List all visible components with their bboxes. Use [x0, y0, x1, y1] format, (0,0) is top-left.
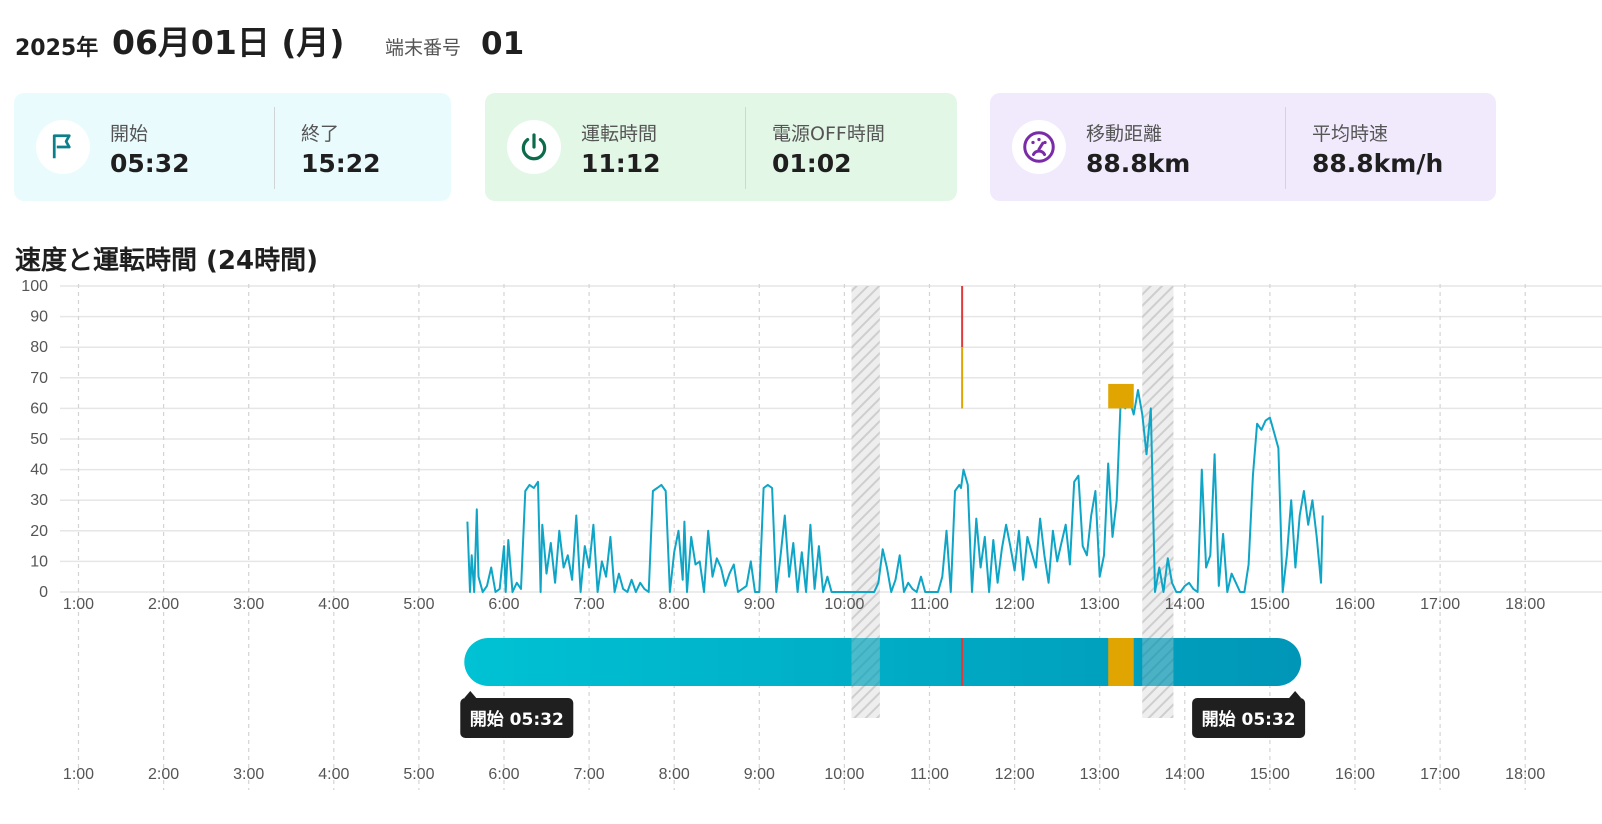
x-tick-label: 1:00 [63, 766, 94, 783]
x-tick-label: 7:00 [574, 596, 605, 613]
x-tick-label: 16:00 [1335, 766, 1375, 783]
timeline-bar [464, 638, 1302, 686]
card-divider [1285, 107, 1286, 189]
power-off-time-value: 01:02 [772, 149, 852, 178]
distance-value: 88.8km [1086, 149, 1191, 178]
start-end-card: 開始 05:32 終了 15:22 [14, 93, 451, 201]
badge-box [460, 698, 574, 738]
badge-label: 開始 05:32 [470, 709, 564, 730]
x-tick-label: 6:00 [488, 596, 519, 613]
badge-pointer [1289, 691, 1302, 698]
timeline-power-off [851, 638, 880, 686]
x-tick-label: 9:00 [744, 596, 775, 613]
start-label: 開始 [110, 123, 149, 145]
power-off-time-label: 電源OFF時間 [772, 123, 885, 145]
drive-timeline: 開始 05:32 開始 05:32 [460, 638, 1306, 738]
x-tick-label: 4:00 [318, 596, 349, 613]
y-grid [60, 285, 1602, 593]
drive-time-value: 11:12 [581, 149, 661, 178]
end-label: 終了 [301, 123, 340, 145]
x-tick-label: 12:00 [995, 596, 1035, 613]
x-tick-label: 8:00 [659, 766, 690, 783]
timeline-power-off [1142, 638, 1174, 686]
power-icon [507, 120, 561, 174]
speed-line [466, 389, 1324, 593]
speed-series [466, 286, 1324, 593]
y-tick-label: 50 [30, 431, 48, 448]
x-tick-label: 5:00 [403, 596, 434, 613]
x-tick-label: 12:00 [995, 766, 1035, 783]
y-tick-label: 20 [30, 523, 48, 540]
avg-speed-label: 平均時速 [1312, 123, 1389, 145]
y-tick-label: 60 [30, 400, 48, 417]
x-grid [77, 284, 1526, 790]
start-value: 05:32 [110, 149, 190, 178]
x-tick-label: 14:00 [1165, 766, 1205, 783]
x-axis-labels: 1:00 2:00 3:00 4:00 5:00 6:00 7:00 8:00 9:00 10:0… [63, 596, 1545, 613]
x-tick-label: 14:00 [1165, 596, 1205, 613]
x-tick-label: 8:00 [659, 596, 690, 613]
y-tick-label: 10 [30, 553, 48, 570]
speedometer-icon [1012, 120, 1066, 174]
card-divider [274, 107, 275, 189]
distance-card: 移動距離 88.8km 平均時速 88.8km/h [990, 93, 1496, 201]
x-tick-label: 6:00 [488, 766, 519, 783]
timeline-start-badge: 開始 05:32 [460, 691, 574, 738]
distance-label: 移動距離 [1086, 123, 1163, 145]
flag-icon [36, 120, 90, 174]
x-tick-label: 18:00 [1505, 766, 1545, 783]
timeline-end-badge: 開始 05:32 [1192, 691, 1306, 738]
speed-chart: 0 10 20 30 40 50 60 70 80 90 100 1:00 2:00 3:00 4:00 5… [21, 278, 1602, 790]
x-tick-label: 10:00 [824, 596, 864, 613]
x-tick-label: 9:00 [744, 766, 775, 783]
badge-box [1192, 698, 1306, 738]
x-tick-label: 1:00 [63, 596, 94, 613]
y-tick-label: 70 [30, 370, 48, 387]
x-tick-label: 15:00 [1250, 766, 1290, 783]
x-tick-label: 10:00 [824, 766, 864, 783]
x-tick-label: 3:00 [233, 596, 264, 613]
over-speed-warning-mark [1108, 383, 1134, 409]
device-number-value: 01 [481, 26, 525, 62]
y-tick-label: 30 [30, 492, 48, 509]
x-tick-label: 17:00 [1420, 766, 1460, 783]
x-tick-label: 2:00 [148, 766, 179, 783]
device-number-label: 端末番号 [385, 37, 462, 59]
chart-section-title: 速度と運転時間 (24時間) [15, 246, 318, 276]
x-tick-label: 4:00 [318, 766, 349, 783]
timeline-warning-segment [1108, 638, 1134, 686]
y-tick-label: 80 [30, 339, 48, 356]
badge-label: 開始 05:32 [1202, 709, 1296, 730]
x-tick-label: 5:00 [403, 766, 434, 783]
y-tick-label: 100 [21, 278, 48, 295]
x-tick-label: 16:00 [1335, 596, 1375, 613]
drive-time-card: 運転時間 11:12 電源OFF時間 01:02 [485, 93, 957, 201]
card-divider [745, 107, 746, 189]
y-tick-label: 40 [30, 462, 48, 479]
badge-pointer [464, 691, 477, 698]
x-tick-label: 11:00 [910, 596, 949, 613]
x-tick-label: 13:00 [1080, 596, 1120, 613]
end-value: 15:22 [301, 149, 381, 178]
y-axis-labels: 0 10 20 30 40 50 60 70 80 90 100 [21, 278, 48, 601]
y-tick-label: 0 [39, 584, 48, 601]
x-axis-labels-bottom: 1:00 2:00 3:00 4:00 5:00 6:00 7:00 8:00 9:00 10:0… [63, 766, 1545, 783]
x-tick-label: 18:00 [1505, 596, 1545, 613]
drive-time-label: 運転時間 [581, 123, 658, 145]
x-tick-label: 11:00 [910, 766, 949, 783]
date-month-day: 06月01日 (月) [112, 23, 345, 62]
y-tick-label: 90 [30, 309, 48, 326]
x-tick-label: 17:00 [1420, 596, 1460, 613]
x-tick-label: 7:00 [574, 766, 605, 783]
x-tick-label: 15:00 [1250, 596, 1290, 613]
avg-speed-value: 88.8km/h [1312, 149, 1444, 178]
date-year: 2025年 [15, 36, 99, 61]
x-tick-label: 3:00 [233, 766, 264, 783]
x-tick-label: 2:00 [148, 596, 179, 613]
x-tick-label: 13:00 [1080, 766, 1120, 783]
